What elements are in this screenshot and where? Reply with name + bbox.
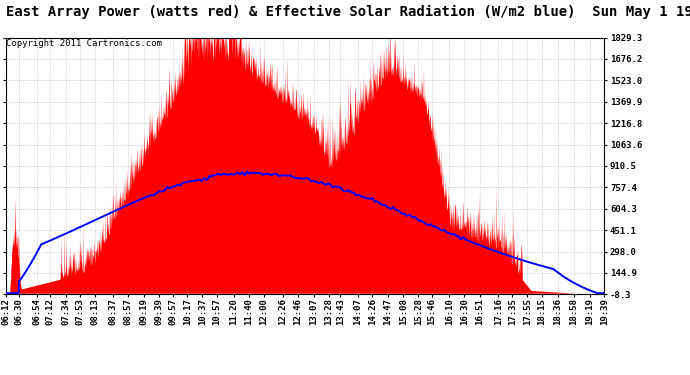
Text: Copyright 2011 Cartronics.com: Copyright 2011 Cartronics.com	[6, 39, 161, 48]
Text: East Array Power (watts red) & Effective Solar Radiation (W/m2 blue)  Sun May 1 : East Array Power (watts red) & Effective…	[6, 4, 690, 19]
